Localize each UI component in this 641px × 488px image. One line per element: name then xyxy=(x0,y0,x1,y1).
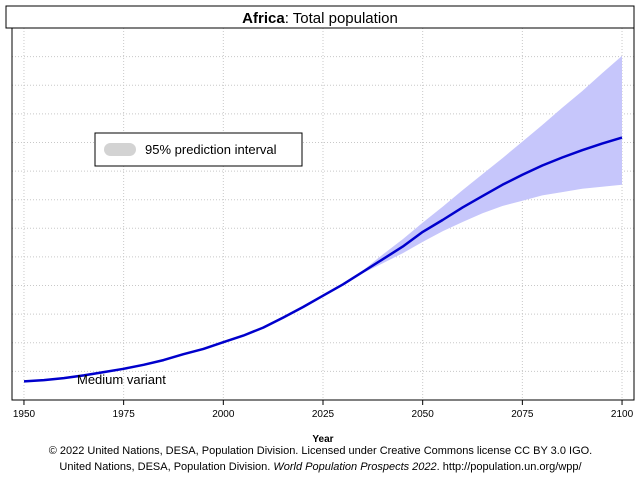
legend-swatch xyxy=(104,143,136,156)
x-tick-label-5: 2075 xyxy=(511,409,534,420)
legend-label: 95% prediction interval xyxy=(145,142,277,157)
footer-source-title: World Population Prospects 2022 xyxy=(273,461,437,473)
median-variant-line xyxy=(23,136,623,383)
x-tick-label-0: 1950 xyxy=(13,409,36,420)
chart-title-bold: Africa xyxy=(242,10,285,27)
x-tick-layer: 1950 1975 2000 2025 2050 2075 2100 xyxy=(13,400,634,420)
footer-source-prefix: United Nations, DESA, Population Divisio… xyxy=(59,461,274,473)
prediction-band-layer xyxy=(362,55,622,274)
x-tick-label-4: 2050 xyxy=(412,409,435,420)
median-line-layer xyxy=(23,136,623,383)
medium-variant-label: Medium variant xyxy=(77,372,166,387)
chart-title: Africa: Total population xyxy=(242,10,398,27)
x-tick-label-2: 2000 xyxy=(212,409,235,420)
footer-source-suffix: . http://population.un.org/wpp/ xyxy=(436,461,582,473)
grid-layer xyxy=(12,28,634,400)
x-tick-label-1: 1975 xyxy=(113,409,136,420)
footer-copyright: © 2022 United Nations, DESA, Population … xyxy=(48,445,593,457)
x-tick-label-6: 2100 xyxy=(611,409,634,420)
x-tick-label-3: 2025 xyxy=(312,409,335,420)
chart-title-rest: : Total population xyxy=(285,10,398,27)
prediction-interval-band xyxy=(362,55,622,274)
legend: 95% prediction interval xyxy=(94,132,303,167)
x-axis-label: Year xyxy=(312,434,333,445)
footer-source: United Nations, DESA, Population Divisio… xyxy=(0,461,641,473)
